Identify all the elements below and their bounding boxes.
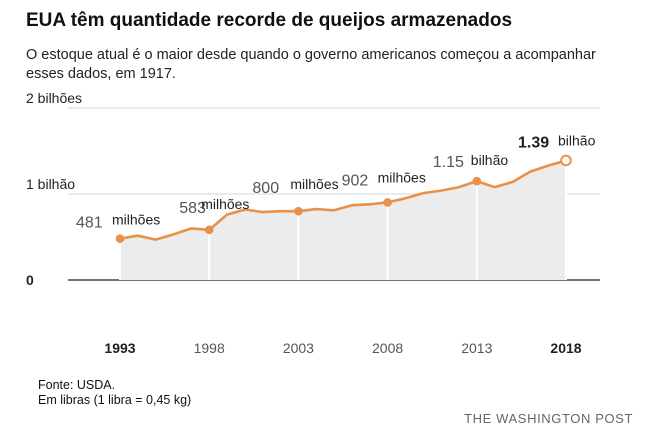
x-tick-label: 2003 [283,340,314,356]
data-label-unit: milhões [201,196,249,212]
data-point [383,198,392,207]
chart-subtitle: O estoque atual é o maior desde quando o… [26,47,596,82]
x-tick-label: 1998 [194,340,225,356]
data-point [560,154,572,167]
data-points [115,154,572,243]
x-tick-label: 2008 [372,340,403,356]
data-label-unit: bilhão [471,152,509,168]
data-label-value: 902 [342,172,369,189]
year-marker-lines [119,160,567,280]
data-label-unit: milhões [112,212,160,228]
source-note: Fonte: USDA. [38,378,116,392]
x-tick-label: 1993 [104,340,135,356]
data-point [294,206,303,216]
chart-title: EUA têm quantidade recorde de queijos ar… [26,10,513,31]
data-label-value: 1.15 [433,154,464,171]
unit-note: Em libras (1 libra = 0,45 kg) [38,393,192,407]
chart-notes: Fonte: USDA. Em libras (1 libra = 0,45 k… [38,378,191,408]
data-point [204,225,214,235]
data-point [472,176,482,186]
x-axis-labels: 1993 1998 2003 2008 2013 2018 [104,340,581,356]
data-label-value: 481 [76,215,103,232]
data-label-unit: milhões [378,169,426,185]
x-tick-label: 2018 [550,340,581,356]
area-fill [120,160,566,280]
data-label-value: 583 [179,200,206,217]
data-label-unit: milhões [290,176,338,192]
data-label-value: 800 [252,180,279,197]
x-tick-label: 2013 [461,340,492,356]
publisher-credit: THE WASHINGTON POST [464,411,633,426]
y-axis-labels: 0 1 bilhão 2 bilhões [26,90,82,288]
series-line [119,159,567,241]
y-tick-label: 1 bilhão [26,176,75,192]
y-tick-label: 0 [26,272,34,288]
data-label-value: 1.39 [518,134,549,151]
y-tick-label: 2 bilhões [26,90,82,106]
data-point [115,234,125,243]
data-label-unit: bilhão [558,132,596,148]
